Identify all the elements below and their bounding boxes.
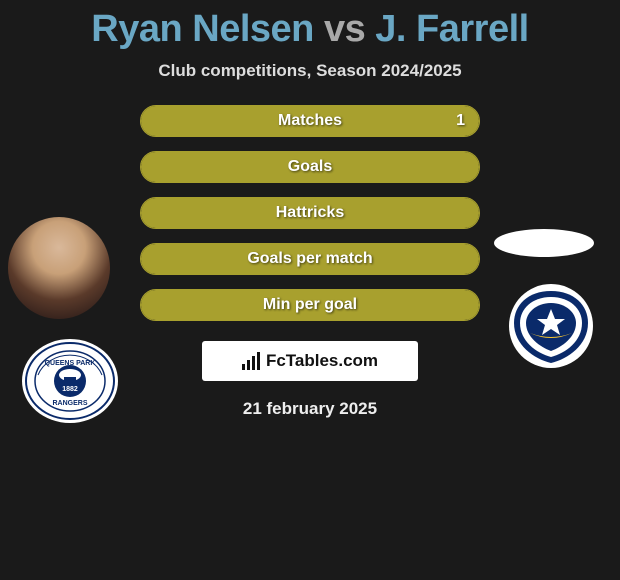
stat-label: Hattricks [276, 204, 344, 222]
vs-text: vs [324, 8, 365, 50]
player2-name: J. Farrell [375, 8, 528, 50]
stat-rows: Matches 1 Goals Hattricks Goals per matc… [140, 105, 480, 321]
svg-text:RANGERS: RANGERS [52, 400, 87, 407]
stat-label: Matches [278, 112, 342, 130]
stat-label: Min per goal [263, 296, 357, 314]
stat-row-min-per-goal: Min per goal [140, 289, 480, 321]
stat-label: Goals per match [247, 250, 372, 268]
stat-row-hattricks: Hattricks [140, 197, 480, 229]
stat-label: Goals [288, 158, 332, 176]
stat-row-matches: Matches 1 [140, 105, 480, 137]
player2-club-logo [500, 283, 602, 369]
stat-row-goals-per-match: Goals per match [140, 243, 480, 275]
branding-icon [242, 352, 260, 370]
player1-name: Ryan Nelsen [91, 8, 314, 50]
stat-row-goals: Goals [140, 151, 480, 183]
club-est-year: 1882 [62, 386, 78, 393]
player1-club-logo: QUEENS PARK RANGERS 1882 [20, 337, 120, 425]
stat-value-right: 1 [456, 112, 465, 130]
player2-photo [494, 229, 594, 257]
comparison-title: Ryan Nelsen vs J. Farrell [0, 0, 620, 51]
branding-text: FcTables.com [266, 351, 378, 371]
branding-badge: FcTables.com [202, 341, 418, 381]
subtitle: Club competitions, Season 2024/2025 [0, 61, 620, 81]
content-area: QUEENS PARK RANGERS 1882 Matches 1 Goals… [0, 105, 620, 419]
player1-photo [8, 217, 110, 319]
